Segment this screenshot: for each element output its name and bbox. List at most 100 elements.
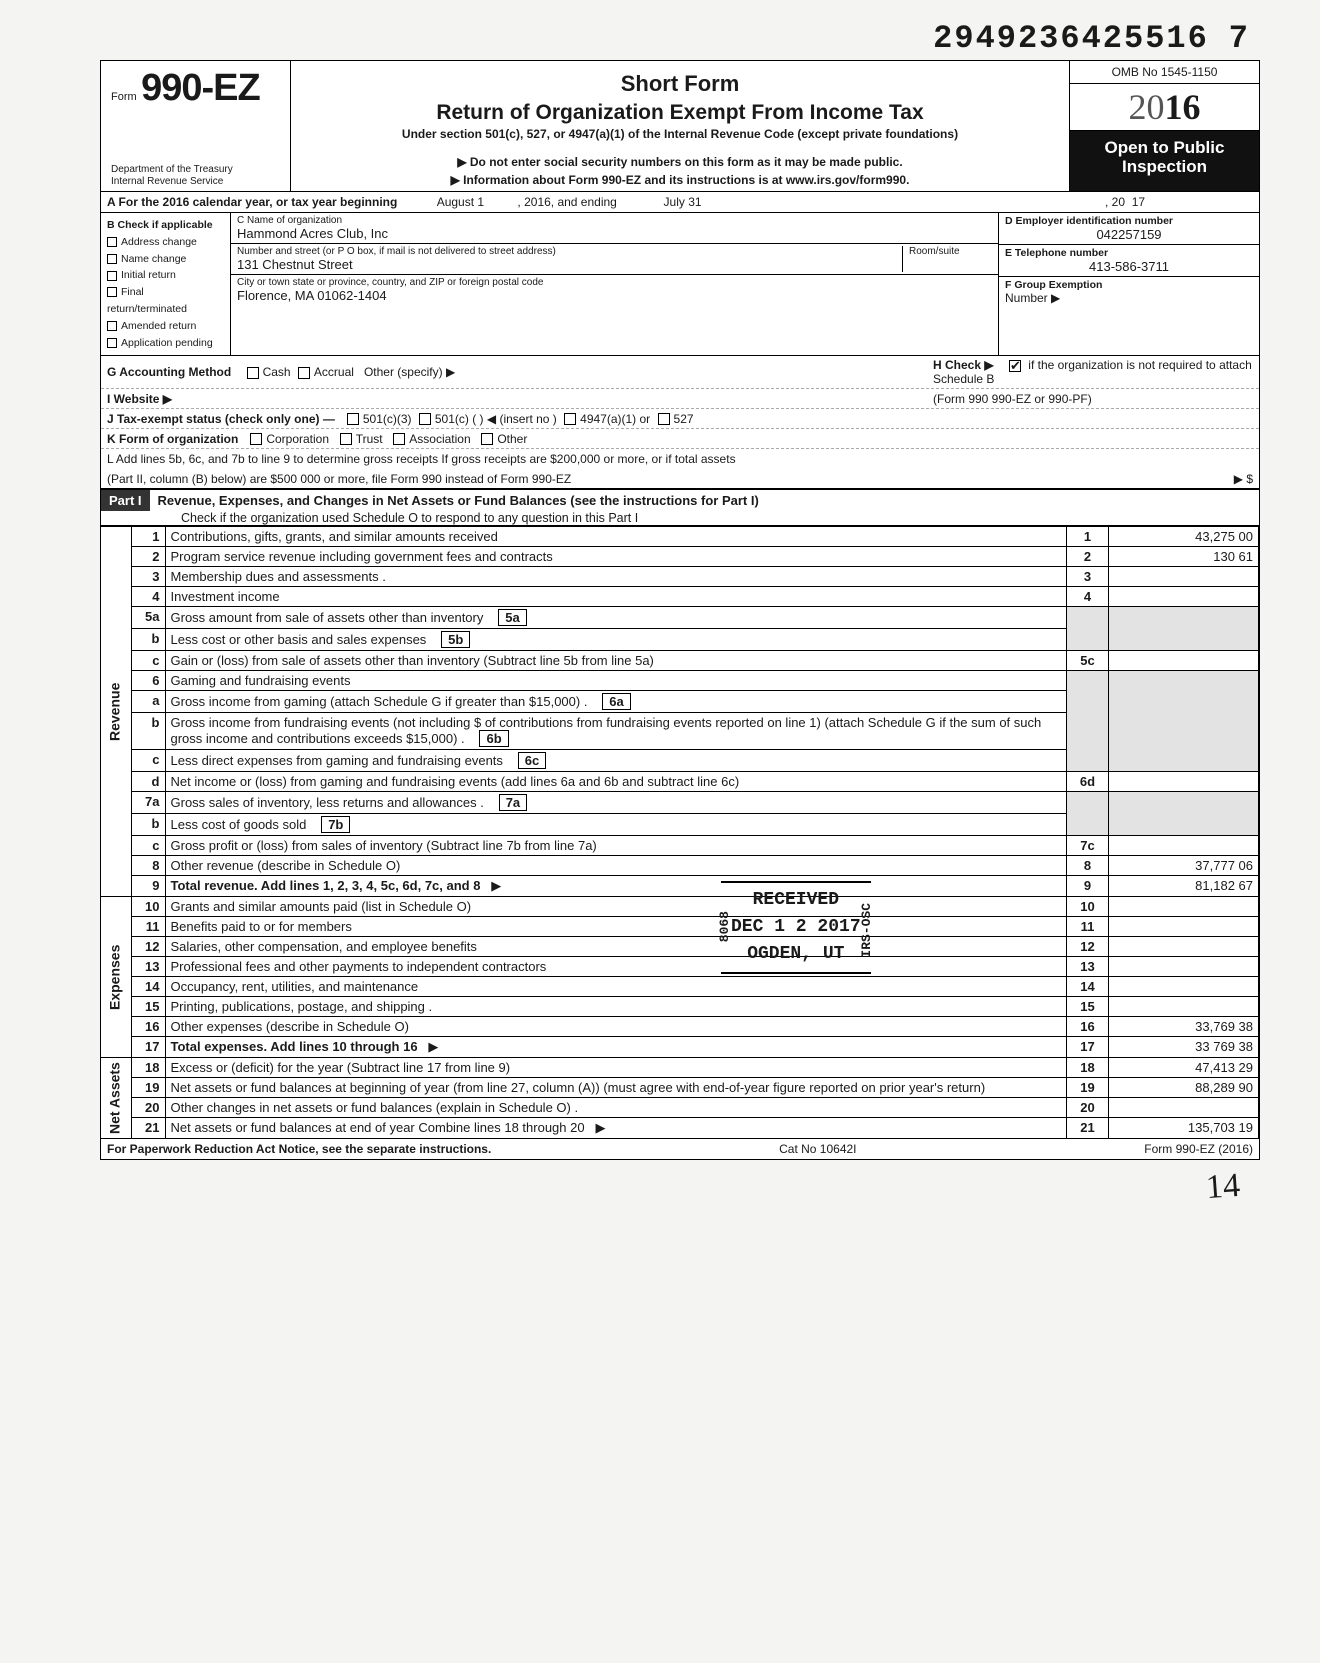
header-right: OMB No 1545-1150 2016 Open to Public Ins… bbox=[1069, 61, 1259, 191]
h-tail2: (Form 990 990-EZ or 990-PF) bbox=[933, 392, 1092, 406]
form-label: Form bbox=[111, 91, 137, 103]
chk-initial-return[interactable] bbox=[107, 271, 117, 281]
paperwork-notice: For Paperwork Reduction Act Notice, see … bbox=[107, 1142, 491, 1156]
table-row: 21Net assets or fund balances at end of … bbox=[101, 1118, 1259, 1139]
h-label: H Check ▶ bbox=[933, 358, 994, 372]
phone-label: E Telephone number bbox=[1005, 247, 1253, 259]
table-row: 3Membership dues and assessments .3 bbox=[101, 567, 1259, 587]
table-row: dNet income or (loss) from gaming and fu… bbox=[101, 772, 1259, 792]
table-row: cGross profit or (loss) from sales of in… bbox=[101, 836, 1259, 856]
org-name: Hammond Acres Club, Inc bbox=[237, 226, 992, 241]
table-row: 7aGross sales of inventory, less returns… bbox=[101, 792, 1259, 814]
info-about: ▶ Information about Form 990-EZ and its … bbox=[301, 173, 1059, 187]
form-990ez-page: Form 990-EZ Department of the Treasury I… bbox=[100, 60, 1260, 1160]
chk-amended[interactable] bbox=[107, 321, 117, 331]
header-left: Form 990-EZ Department of the Treasury I… bbox=[101, 61, 291, 191]
table-row: 16Other expenses (describe in Schedule O… bbox=[101, 1017, 1259, 1037]
chk-address-change[interactable] bbox=[107, 237, 117, 247]
table-row: 8Other revenue (describe in Schedule O)8… bbox=[101, 856, 1259, 876]
col-c-org-info: C Name of organization Hammond Acres Clu… bbox=[231, 213, 999, 355]
table-row: 2Program service revenue including gover… bbox=[101, 547, 1259, 567]
short-form-title: Short Form bbox=[301, 71, 1059, 97]
form-header: Form 990-EZ Department of the Treasury I… bbox=[101, 61, 1259, 192]
lines-g-to-l: G Accounting Method Cash Accrual Other (… bbox=[101, 356, 1259, 489]
chk-4947[interactable] bbox=[564, 413, 576, 425]
form-number: 990-EZ bbox=[141, 67, 260, 109]
part1-label: Part I bbox=[101, 490, 150, 511]
i-website-label: I Website ▶ bbox=[107, 392, 172, 406]
treasury-dept: Department of the Treasury Internal Reve… bbox=[111, 164, 282, 187]
g-label: G Accounting Method bbox=[107, 365, 231, 379]
chk-other-org[interactable] bbox=[481, 433, 493, 445]
chk-h-schedule-b[interactable] bbox=[1009, 360, 1021, 372]
part1-header: Part I Revenue, Expenses, and Changes in… bbox=[101, 489, 1259, 526]
table-row: Net Assets 18Excess or (deficit) for the… bbox=[101, 1058, 1259, 1078]
street-label: Number and street (or P O box, if mail i… bbox=[237, 246, 902, 257]
table-row: 20Other changes in net assets or fund ba… bbox=[101, 1098, 1259, 1118]
ein-value: 042257159 bbox=[1005, 227, 1253, 242]
col-b-check-applicable: B Check if applicable Address change Nam… bbox=[101, 213, 231, 355]
city-label: City or town state or province, country,… bbox=[237, 277, 992, 288]
street-value: 131 Chestnut Street bbox=[237, 257, 902, 272]
city-value: Florence, MA 01062-1404 bbox=[237, 288, 992, 303]
chk-accrual[interactable] bbox=[298, 367, 310, 379]
header-mid: Short Form Return of Organization Exempt… bbox=[291, 61, 1069, 191]
chk-name-change[interactable] bbox=[107, 254, 117, 264]
open-to-public: Open to Public Inspection bbox=[1070, 131, 1259, 191]
form-edition: Form 990-EZ (2016) bbox=[1144, 1142, 1253, 1156]
j-label: J Tax-exempt status (check only one) — bbox=[107, 412, 335, 426]
cat-no: Cat No 10642I bbox=[779, 1142, 856, 1156]
tax-year: 2016 bbox=[1070, 84, 1259, 131]
table-row: 17Total expenses. Add lines 10 through 1… bbox=[101, 1037, 1259, 1058]
table-row: Revenue 1Contributions, gifts, grants, a… bbox=[101, 527, 1259, 547]
part1-title: Revenue, Expenses, and Changes in Net As… bbox=[158, 493, 759, 508]
table-row: 13Professional fees and other payments t… bbox=[101, 957, 1259, 977]
year-begin: August 1 bbox=[437, 195, 484, 209]
chk-501c3[interactable] bbox=[347, 413, 359, 425]
part1-table: Revenue 1Contributions, gifts, grants, a… bbox=[101, 526, 1259, 1139]
chk-527[interactable] bbox=[658, 413, 670, 425]
return-title: Return of Organization Exempt From Incom… bbox=[301, 101, 1059, 125]
k-label: K Form of organization bbox=[107, 432, 238, 446]
under-section: Under section 501(c), 527, or 4947(a)(1)… bbox=[301, 127, 1059, 141]
group-exemption-label: F Group Exemption bbox=[1005, 279, 1253, 291]
table-row: 9Total revenue. Add lines 1, 2, 3, 4, 5c… bbox=[101, 876, 1259, 897]
side-revenue: Revenue bbox=[101, 527, 131, 897]
chk-501c[interactable] bbox=[419, 413, 431, 425]
group-exemption-number-label: Number ▶ bbox=[1005, 291, 1060, 305]
table-row: cGain or (loss) from sale of assets othe… bbox=[101, 651, 1259, 671]
chk-corp[interactable] bbox=[250, 433, 262, 445]
table-row: 5aGross amount from sale of assets other… bbox=[101, 607, 1259, 629]
table-row: 14Occupancy, rent, utilities, and mainte… bbox=[101, 977, 1259, 997]
l-arrow-amount: ▶ $ bbox=[1234, 472, 1253, 486]
omb-number: OMB No 1545-1150 bbox=[1070, 61, 1259, 84]
col-de: D Employer identification number 0422571… bbox=[999, 213, 1259, 355]
table-row: 15Printing, publications, postage, and s… bbox=[101, 997, 1259, 1017]
document-control-number: 29492364255167 bbox=[933, 20, 1250, 57]
chk-cash[interactable] bbox=[247, 367, 259, 379]
room-label: Room/suite bbox=[909, 246, 992, 257]
side-expenses: Expenses bbox=[101, 897, 131, 1058]
row-a-tax-year: A For the 2016 calendar year, or tax yea… bbox=[101, 192, 1259, 213]
table-row: 12Salaries, other compensation, and empl… bbox=[101, 937, 1259, 957]
part1-table-wrap: 8068 RECEIVED DEC 1 2 2017 OGDEN, UT IRS… bbox=[101, 526, 1259, 1139]
l-line1: L Add lines 5b, 6c, and 7b to line 9 to … bbox=[107, 452, 736, 466]
year-end: July 31 bbox=[664, 195, 702, 209]
irs-received-stamp: 8068 RECEIVED DEC 1 2 2017 OGDEN, UT IRS… bbox=[721, 881, 871, 974]
page-footer: For Paperwork Reduction Act Notice, see … bbox=[101, 1139, 1259, 1159]
l-line2: (Part II, column (B) below) are $500 000… bbox=[107, 472, 571, 486]
do-not-enter-ssn: ▶ Do not enter social security numbers o… bbox=[301, 155, 1059, 169]
chk-trust[interactable] bbox=[340, 433, 352, 445]
table-row: 6Gaming and fundraising events bbox=[101, 671, 1259, 691]
chk-app-pending[interactable] bbox=[107, 338, 117, 348]
c-name-label: C Name of organization bbox=[237, 215, 992, 226]
side-net-assets: Net Assets bbox=[101, 1058, 131, 1139]
chk-final-return[interactable] bbox=[107, 287, 117, 297]
phone-value: 413-586-3711 bbox=[1005, 259, 1253, 274]
table-row: 11Benefits paid to or for members11 bbox=[101, 917, 1259, 937]
chk-assoc[interactable] bbox=[393, 433, 405, 445]
table-row: 19Net assets or fund balances at beginni… bbox=[101, 1078, 1259, 1098]
handwritten-page-number: 14 bbox=[1205, 1167, 1242, 1207]
block-bcdef: B Check if applicable Address change Nam… bbox=[101, 213, 1259, 356]
ein-label: D Employer identification number bbox=[1005, 215, 1253, 227]
